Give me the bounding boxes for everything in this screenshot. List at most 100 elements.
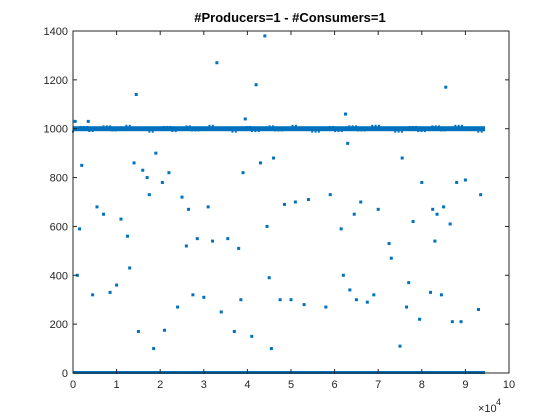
band-jitter-point xyxy=(408,125,411,128)
data-point-79 xyxy=(424,127,428,131)
band-jitter-point xyxy=(403,128,406,131)
band-jitter-point xyxy=(171,130,174,133)
band-jitter-point xyxy=(185,125,188,128)
x-tick-label: 9 xyxy=(462,379,468,391)
data-point-36 xyxy=(232,329,236,333)
band-jitter-point xyxy=(243,128,246,131)
band-jitter-point xyxy=(280,129,283,132)
data-point-76 xyxy=(411,220,415,224)
band-jitter-point xyxy=(346,127,349,130)
band-jitter-point xyxy=(162,125,165,128)
data-point-34 xyxy=(219,310,223,314)
band-jitter-point xyxy=(448,127,451,130)
band-jitter-point xyxy=(355,125,358,128)
y-tick-label: 0 xyxy=(62,368,68,380)
band-jitter-point xyxy=(277,129,280,132)
band-jitter-point xyxy=(417,130,420,133)
band-jitter-point xyxy=(461,124,464,127)
x-tick-label: 5 xyxy=(288,379,294,391)
y-tick-label: 400 xyxy=(50,270,68,282)
x-tick-label: 8 xyxy=(419,379,425,391)
band-jitter-point xyxy=(254,130,257,133)
band-jitter-point xyxy=(142,126,145,129)
band-jitter-point xyxy=(360,129,363,132)
data-point-62 xyxy=(346,141,350,145)
data-point-18 xyxy=(147,193,151,197)
data-point-64 xyxy=(352,212,356,216)
band-jitter-point xyxy=(317,130,320,133)
data-point-27 xyxy=(187,207,191,211)
data-point-85 xyxy=(442,205,446,209)
data-point-30 xyxy=(202,295,206,299)
band-jitter-point xyxy=(415,125,418,128)
band-jitter-point xyxy=(116,127,119,130)
band-jitter-point xyxy=(157,128,160,131)
band-jitter-point xyxy=(434,125,437,128)
band-jitter-point xyxy=(271,125,274,128)
x-tick-label: 10 xyxy=(503,379,515,391)
data-point-63 xyxy=(348,288,352,292)
data-point-61 xyxy=(344,112,347,116)
data-point-41 xyxy=(250,334,254,338)
band-jitter-point xyxy=(231,130,234,133)
band-jitter-point xyxy=(471,126,474,129)
data-point-52 xyxy=(293,200,297,204)
data-point-29 xyxy=(195,237,199,241)
band-jitter-point xyxy=(134,128,137,131)
band-jitter-point xyxy=(217,128,220,131)
data-point-43 xyxy=(258,161,262,165)
band-jitter-point xyxy=(257,130,260,133)
band-jitter-point xyxy=(79,125,82,128)
data-point-32 xyxy=(211,239,215,243)
data-point-88 xyxy=(450,320,454,324)
data-point-53 xyxy=(302,303,306,307)
band-jitter-point xyxy=(203,127,206,130)
data-point-46 xyxy=(267,276,271,280)
band-jitter-point xyxy=(251,130,254,133)
band-jitter-point xyxy=(296,128,299,131)
data-point-56 xyxy=(324,305,328,309)
band-jitter-point xyxy=(114,129,117,132)
band-jitter-point xyxy=(266,127,269,130)
data-point-84 xyxy=(439,293,443,297)
band-jitter-point xyxy=(454,124,457,127)
x-tick-label: 6 xyxy=(332,379,338,391)
band-jitter-point xyxy=(438,125,441,128)
band-jitter-point xyxy=(137,128,140,131)
band-jitter-point xyxy=(125,124,128,127)
data-point-13 xyxy=(132,161,136,165)
data-point-2 xyxy=(78,227,82,231)
y-tick-label: 1400 xyxy=(44,26,68,38)
band-jitter-point xyxy=(165,125,168,128)
band-jitter-point xyxy=(342,127,345,130)
band-jitter-point xyxy=(188,125,191,128)
band-jitter-point xyxy=(88,130,91,133)
band-jitter-point xyxy=(282,127,285,130)
data-point-45 xyxy=(265,224,269,228)
data-point-68 xyxy=(372,293,376,297)
band-jitter-point xyxy=(377,124,380,127)
data-point-81 xyxy=(431,207,435,211)
band-jitter-point xyxy=(190,129,193,132)
x-tick-label: 7 xyxy=(375,379,381,391)
data-point-3 xyxy=(80,163,84,167)
band-jitter-point xyxy=(468,126,471,129)
band-jitter-point xyxy=(148,130,151,133)
band-jitter-point xyxy=(480,130,483,133)
data-point-55 xyxy=(315,127,319,131)
band-jitter-point xyxy=(100,127,103,130)
band-jitter-point xyxy=(475,126,478,129)
axes-box xyxy=(72,30,510,374)
data-point-10 xyxy=(119,217,123,221)
band-jitter-point xyxy=(363,129,366,132)
data-point-16 xyxy=(141,168,145,172)
y-tick-label: 1000 xyxy=(44,124,68,136)
band-jitter-point xyxy=(97,127,100,130)
band-jitter-point xyxy=(388,126,391,129)
band-jitter-point xyxy=(160,128,163,131)
axes: 0 1 2 3 4 5 6 7 8 9 10 0 200 400 600 800 1000 1200 1400 xyxy=(44,26,516,391)
x-tick-label: 0 xyxy=(70,379,76,391)
data-point-92 xyxy=(476,307,480,311)
data-point-42 xyxy=(254,83,258,87)
